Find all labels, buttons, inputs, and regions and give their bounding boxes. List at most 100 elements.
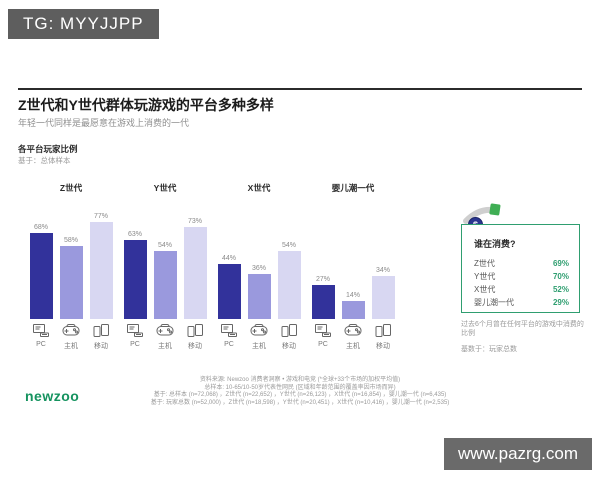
platform-label: PC — [130, 341, 140, 348]
page-subtitle: 年轻一代同样是最愿意在游戏上消费的一代 — [18, 118, 190, 128]
footnote-line: 资料来源: Newzoo 消费者洞察 • 游戏和电竞 (*全球+33个市场的加权… — [199, 377, 401, 383]
bar-value-label: 77% — [93, 213, 108, 220]
platform-labels: PC 主机 移动 — [312, 323, 395, 351]
bar-col-pc: 68% — [29, 224, 53, 319]
spend-row-value: 69% — [552, 259, 569, 268]
bar-value-label: 68% — [33, 224, 48, 232]
bars: 68% 58% 77% — [29, 195, 113, 319]
bar-col-console: 54% — [153, 242, 177, 319]
mobile-icon — [187, 324, 203, 337]
spend-row-value: 70% — [552, 272, 569, 281]
bar-col-mobile: 34% — [371, 267, 395, 319]
bar-col-console: 36% — [247, 264, 271, 319]
platform-labels: PC 主机 移动 — [124, 323, 207, 351]
platform-pc: PC — [30, 323, 53, 351]
bar-mobile — [277, 251, 301, 319]
platform-label: 主机 — [252, 343, 266, 350]
gamepad-icon — [156, 324, 174, 336]
spend-row: 婴儿潮一代 29% — [474, 296, 569, 309]
mobile-icon — [375, 324, 391, 337]
newzoo-logo: newzoo — [25, 388, 80, 404]
bar-value-label: 36% — [251, 264, 266, 272]
spend-row: X世代 52% — [474, 283, 569, 296]
spend-row-value: 29% — [552, 298, 569, 307]
spend-note: 过去6个月曾在任何平台的游戏中消费的比例 — [461, 321, 584, 337]
bar-value-label: 44% — [221, 254, 236, 262]
spend-row-label: X世代 — [474, 285, 496, 294]
pc-icon — [127, 324, 143, 337]
bar-col-console: 14% — [341, 292, 365, 319]
platform-mobile: 移动 — [372, 323, 395, 351]
bar-value-label: 63% — [127, 230, 142, 238]
bars: 27% 14% 34% — [311, 195, 395, 319]
bar-value-label: 54% — [281, 242, 296, 249]
platform-labels: PC 主机 移动 — [30, 323, 113, 351]
platform-pc: PC — [218, 323, 241, 351]
pc-icon — [221, 324, 237, 337]
page-title: Z世代和Y世代群体玩游戏的平台多种多样 — [18, 97, 274, 113]
bar-col-pc: 27% — [311, 276, 335, 319]
platform-label: 主机 — [64, 343, 78, 350]
bar-value-label: 34% — [375, 267, 390, 275]
group-title: Y世代 — [153, 183, 177, 193]
bar-console — [247, 273, 271, 319]
bar-pc — [29, 233, 53, 319]
pc-icon — [315, 324, 331, 337]
bar-console — [59, 245, 83, 319]
platform-console: 主机 — [342, 323, 365, 351]
gamepad-icon — [62, 324, 80, 336]
platform-label: 移动 — [94, 343, 108, 350]
bar-mobile — [371, 276, 395, 319]
platform-mobile: 移动 — [184, 323, 207, 351]
bar-pc — [311, 285, 335, 319]
bar-value-label: 14% — [345, 292, 360, 300]
bar-value-label: 58% — [63, 236, 78, 244]
group-title: Z世代 — [59, 183, 83, 193]
platform-pc: PC — [312, 323, 335, 351]
bars: 63% 54% 73% — [123, 195, 207, 319]
group-baby-boomers: 婴儿潮一代 27% 14% 34% PC — [306, 182, 400, 351]
source-footnotes: 资料来源: Newzoo 消费者洞察 • 游戏和电竞 (*全球+33个市场的加权… — [115, 377, 485, 407]
spend-row: Z世代 69% — [474, 257, 569, 270]
bar-col-mobile: 73% — [183, 218, 207, 319]
grouped-bar-chart: Z世代 68% 58% 77% PC — [24, 182, 400, 351]
header-rule — [18, 88, 582, 90]
platform-console: 主机 — [60, 323, 83, 351]
bottom-watermark: www.pazrg.com — [444, 438, 592, 470]
swoosh-decoration — [463, 203, 501, 224]
footnote-line: 总样本: 10-65/10-50岁代表性网民 (区域和年龄范围的覆盖率因市场而异… — [204, 384, 396, 391]
bar-console — [153, 251, 177, 319]
footnote-line: 基于: 玩家总数 (n=52,000) ，Z世代 (n=18,598) ，Y世代… — [150, 399, 450, 406]
platform-label: 主机 — [158, 343, 172, 350]
bar-col-mobile: 77% — [89, 213, 113, 319]
bar-col-mobile: 54% — [277, 242, 301, 319]
platform-label: 移动 — [376, 343, 390, 350]
platform-label: PC — [318, 341, 328, 348]
bar-col-pc: 44% — [217, 254, 241, 319]
chart-section-base: 基于：总体样本 — [18, 156, 71, 165]
bar-pc — [217, 263, 241, 319]
platform-mobile: 移动 — [90, 323, 113, 351]
group-gen-z: Z世代 68% 58% 77% PC — [24, 182, 118, 351]
spend-row-value: 52% — [552, 285, 569, 294]
spend-panel: 谁在消费? Z世代 69% Y世代 70% X世代 52% 婴儿潮一代 29% — [461, 224, 580, 313]
spend-panel-title: 谁在消费? — [474, 239, 516, 249]
platform-console: 主机 — [154, 323, 177, 351]
bar-console — [341, 301, 365, 319]
platform-label: 主机 — [346, 343, 360, 350]
bar-mobile — [89, 222, 113, 319]
mobile-icon — [93, 324, 109, 337]
bar-col-pc: 63% — [123, 230, 147, 319]
bar-pc — [123, 239, 147, 319]
footnote-line: 基于: 总样本 (n=72,068) ，Z世代 (n=22,652) ，Y世代 … — [153, 392, 447, 398]
top-watermark: TG: MYYJJPP — [8, 9, 159, 39]
spend-base: 基数于：玩家总数 — [461, 346, 517, 353]
bar-mobile — [183, 227, 207, 319]
pc-icon — [33, 324, 49, 337]
platform-mobile: 移动 — [278, 323, 301, 351]
chart-section-label: 各平台玩家比例 — [18, 144, 78, 154]
group-gen-x: X世代 44% 36% 54% PC — [212, 182, 306, 351]
mobile-icon — [281, 324, 297, 337]
bars: 44% 36% 54% — [217, 195, 301, 319]
